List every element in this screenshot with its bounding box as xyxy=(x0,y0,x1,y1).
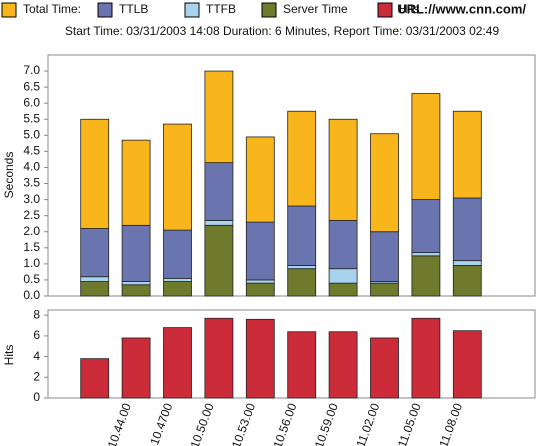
bar-segment xyxy=(370,133,399,233)
bar-segment xyxy=(204,220,234,226)
bar-segment xyxy=(121,139,151,226)
y-tick-label: 2.0 xyxy=(23,224,40,238)
bar-segment xyxy=(452,265,482,297)
bar xyxy=(411,317,441,399)
y-tick-label: 0.0 xyxy=(23,288,40,302)
bar-segment xyxy=(163,281,192,297)
bar-segment xyxy=(370,282,399,297)
bar-segment xyxy=(452,110,482,199)
bar-segment xyxy=(287,110,317,207)
bar-segment xyxy=(411,252,441,257)
x-tick-label: 11.05.00 xyxy=(395,401,424,446)
bar-segment xyxy=(328,220,358,270)
bar-segment xyxy=(80,228,110,278)
bar-segment xyxy=(328,282,358,297)
bar-segment xyxy=(80,281,110,297)
bar-segment xyxy=(121,281,151,286)
legend-swatch xyxy=(184,2,200,18)
x-tick-label: 11.08.00 xyxy=(436,401,465,446)
y-tick-label: 4.5 xyxy=(23,144,40,158)
y-tick-label: 3.0 xyxy=(23,192,40,206)
x-tick-label: 10.50.00 xyxy=(188,401,217,446)
bar-segment xyxy=(411,93,441,200)
x-tick-label: 10.44.00 xyxy=(105,401,134,446)
bar xyxy=(287,331,317,399)
x-tick-label: 10.53.00 xyxy=(229,401,258,446)
subtitle: Start Time: 03/31/2003 14:08 Duration: 6… xyxy=(65,24,500,38)
bar-segment xyxy=(245,279,275,284)
bar xyxy=(80,358,110,399)
legend-swatch xyxy=(377,2,393,18)
x-tick-label: 10.4700 xyxy=(147,401,175,446)
bar xyxy=(452,330,482,399)
x-tick-label: 11.02.00 xyxy=(353,401,382,446)
bar-segment xyxy=(80,118,110,229)
y-tick-label: 3.5 xyxy=(23,176,40,190)
bar-segment xyxy=(245,136,275,223)
y-tick-label: 6 xyxy=(33,328,40,342)
url: URL://www.cnn.com/ xyxy=(397,1,526,16)
legend-label: Total Time: xyxy=(23,2,81,16)
bar xyxy=(245,318,275,399)
bar-segment xyxy=(370,231,399,282)
bar xyxy=(204,317,234,399)
y-tick-label: 0 xyxy=(33,390,40,404)
bar-segment xyxy=(287,205,317,266)
bar-segment xyxy=(411,199,441,254)
bar-segment xyxy=(121,224,151,282)
y-tick-label: 8 xyxy=(33,307,40,321)
bar-segment xyxy=(287,268,317,297)
x-tick-label: 10.56.00 xyxy=(270,401,299,446)
y-tick-label: 5.5 xyxy=(23,111,40,125)
y-tick-label: 5.0 xyxy=(23,128,40,142)
bar-segment xyxy=(204,224,234,297)
y-tick-label: 1.5 xyxy=(23,240,40,254)
bar-segment xyxy=(411,255,441,297)
legend-label: TTLB xyxy=(119,2,148,16)
legend-swatch xyxy=(261,2,277,18)
bar-segment xyxy=(121,284,151,297)
bar-segment xyxy=(452,197,482,262)
legend-label: Server Time xyxy=(283,2,348,16)
y-tick-label: 4 xyxy=(33,349,40,363)
legend-label: Hits xyxy=(399,2,420,16)
legend-swatch xyxy=(1,2,17,18)
bar xyxy=(163,327,192,399)
bar xyxy=(121,337,151,399)
bar-segment xyxy=(328,118,358,221)
y-tick-label: 4.0 xyxy=(23,160,40,174)
bar-segment xyxy=(163,277,192,282)
bar-segment xyxy=(80,276,110,282)
y-tick-label: 2.5 xyxy=(23,208,40,222)
y-axis-label: Seconds xyxy=(2,152,16,199)
bar-segment xyxy=(204,70,234,164)
bar-segment xyxy=(328,268,358,284)
bar-segment xyxy=(163,123,192,231)
y-tick-label: 0.5 xyxy=(23,272,40,286)
y-tick-label: 2 xyxy=(33,369,40,383)
legend-swatch xyxy=(97,2,113,18)
x-tick-label: 10.59.00 xyxy=(312,401,341,446)
y-axis-label: Hits xyxy=(2,345,16,366)
bar xyxy=(328,331,358,399)
legend-label: TTFB xyxy=(206,2,236,16)
bar-segment xyxy=(245,221,275,281)
y-tick-label: 6.0 xyxy=(23,95,40,109)
bar-segment xyxy=(245,282,275,297)
y-tick-label: 6.5 xyxy=(23,79,40,93)
bar-segment xyxy=(163,229,192,279)
bar-segment xyxy=(452,260,482,266)
y-tick-label: 1.0 xyxy=(23,256,40,270)
bar xyxy=(370,337,399,399)
bar-segment xyxy=(204,162,234,221)
y-tick-label: 7.0 xyxy=(23,63,40,77)
bar-segment xyxy=(287,265,317,270)
